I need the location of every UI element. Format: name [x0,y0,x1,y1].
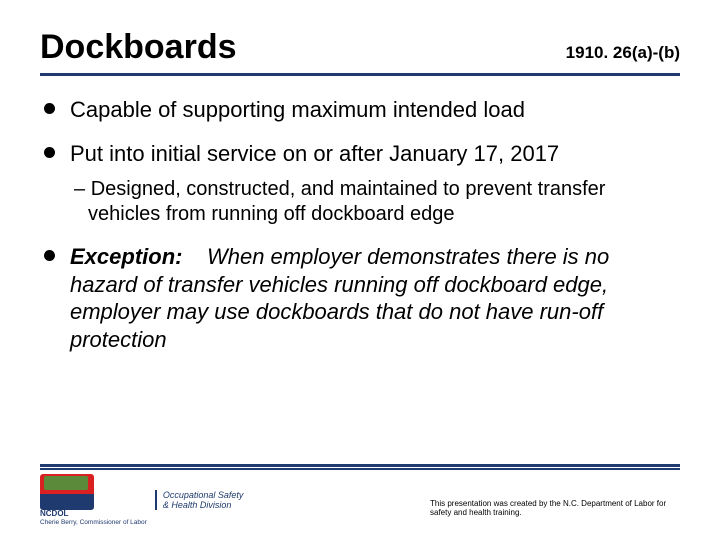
sub-bullet-item: Designed, constructed, and maintained to… [70,177,680,227]
commissioner-line: Cherie Berry, Commissioner of Labor [40,519,147,526]
title-row: Dockboards 1910. 26(a)-(b) [40,28,680,76]
bullet-text: Capable of supporting maximum intended l… [70,97,525,122]
agency-acronym: NCDOL [40,510,147,519]
bullet-item: Capable of supporting maximum intended l… [44,96,680,124]
attribution-text: This presentation was created by the N.C… [430,499,680,518]
sub-bullet-list: Designed, constructed, and maintained to… [70,177,680,227]
division-line-1: Occupational Safety [163,490,244,500]
state-badge-icon [40,474,94,510]
exception-label: Exception: [70,244,182,269]
division-name: Occupational Safety & Health Division [155,490,244,510]
regulation-reference: 1910. 26(a)-(b) [566,43,680,63]
slide-title: Dockboards [40,28,237,67]
bullet-item-exception: Exception: When employer demonstrates th… [44,243,680,353]
bullet-text: Put into initial service on or after Jan… [70,141,559,166]
bullet-list: Capable of supporting maximum intended l… [40,96,680,353]
bullet-item: Put into initial service on or after Jan… [44,140,680,228]
agency-logo: NCDOL Cherie Berry, Commissioner of Labo… [40,474,243,526]
logo-block: NCDOL Cherie Berry, Commissioner of Labo… [40,474,147,526]
slide: Dockboards 1910. 26(a)-(b) Capable of su… [0,0,720,540]
division-line-2: & Health Division [163,500,244,510]
footer-rule [40,464,680,470]
